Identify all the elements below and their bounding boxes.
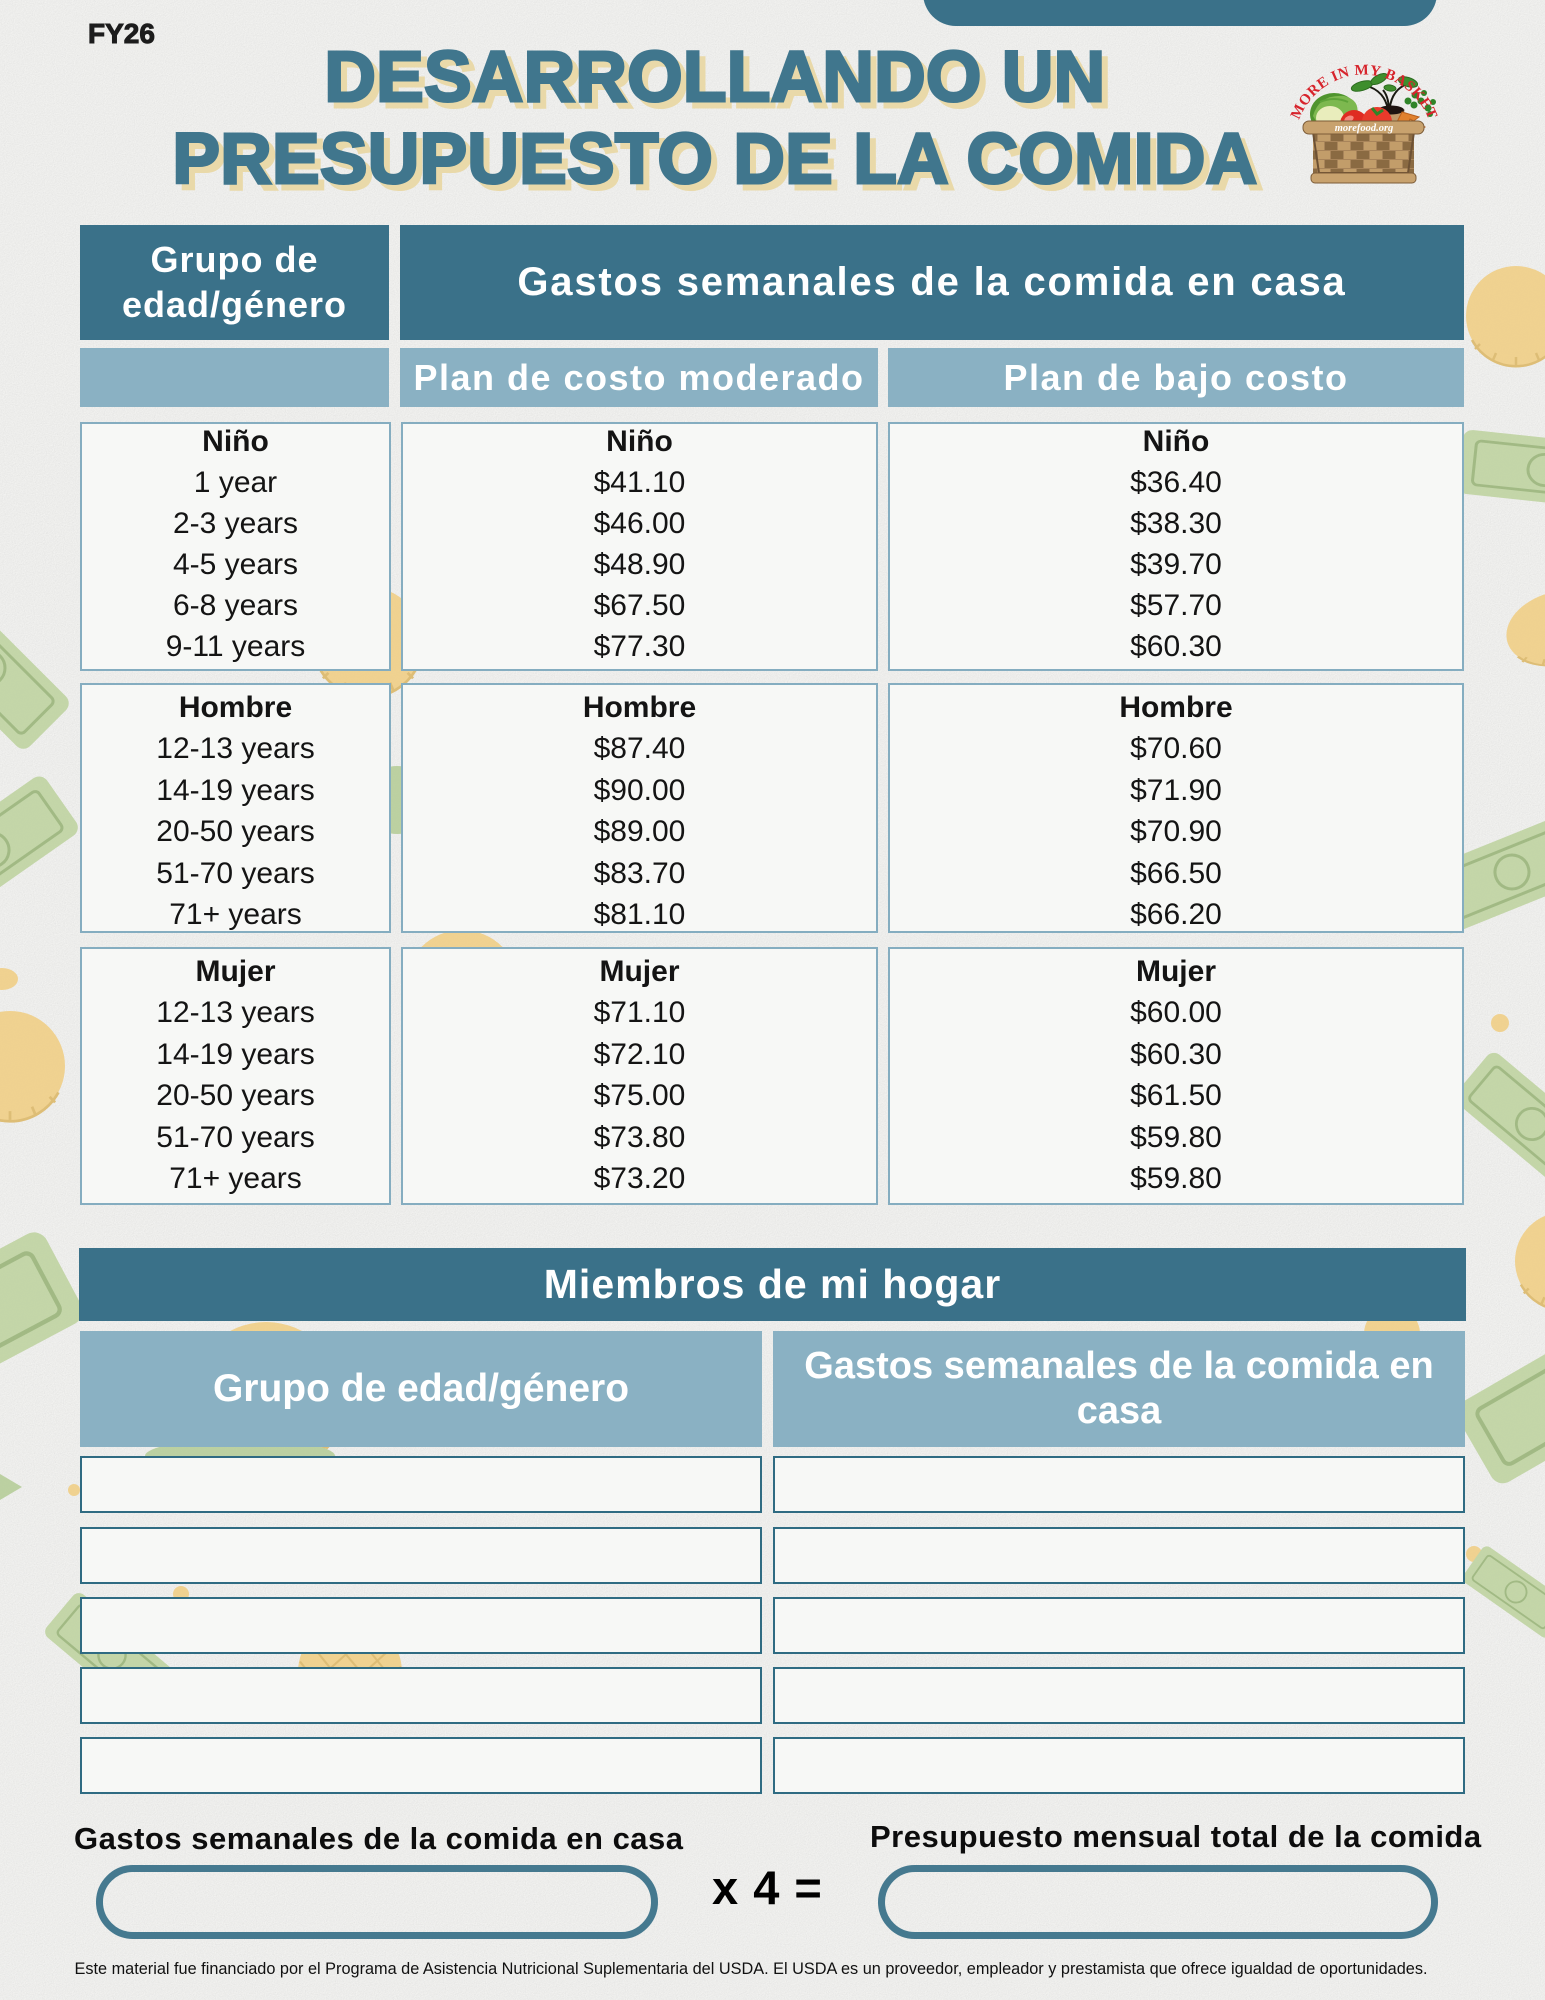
svg-text:morefood.org: morefood.org <box>1335 123 1394 134</box>
